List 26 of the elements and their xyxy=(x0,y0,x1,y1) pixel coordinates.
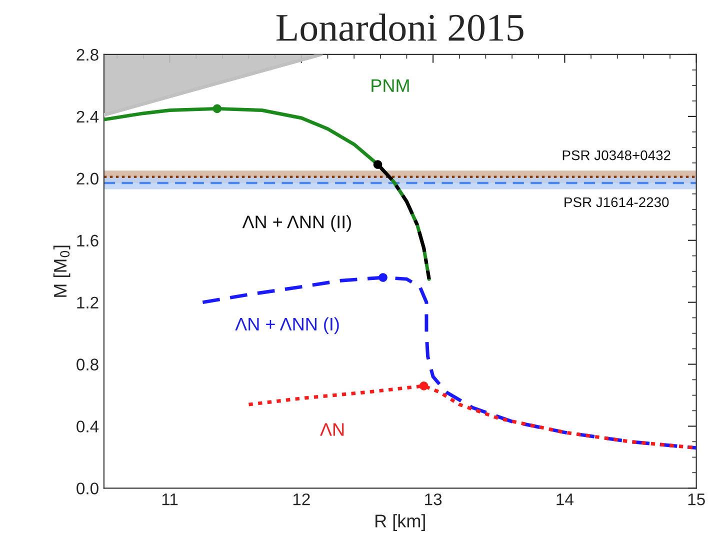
x-tick-label: 15 xyxy=(688,494,705,506)
ref-line-label: PSR J0348+0432 xyxy=(562,150,670,160)
y-tick-label: 1.6 xyxy=(77,234,98,247)
ref-line-label: PSR J1614-2230 xyxy=(564,197,669,208)
point xyxy=(373,160,382,169)
y-tick-label: 0.0 xyxy=(76,482,98,494)
y-tick-label: 0.4 xyxy=(76,420,99,432)
point xyxy=(212,104,222,114)
y-tick-label: 0.8 xyxy=(76,358,98,370)
x-axis-title: R [km] xyxy=(376,514,425,531)
series-label: ΛN + ΛNN (I) xyxy=(235,317,339,334)
y-tick-label: 1.2 xyxy=(77,296,98,308)
x-tick-label: 11 xyxy=(162,494,178,506)
chart-title: Lonardoni 2015 xyxy=(276,14,524,41)
x-tick-label: 12 xyxy=(293,493,310,506)
y-tick-label: 2.4 xyxy=(76,110,99,122)
y-tick-label: 2.8 xyxy=(76,48,98,61)
y-tick-label: 2.0 xyxy=(76,172,98,185)
text: ΛN + ΛNN (II) xyxy=(242,215,351,232)
text: PNM xyxy=(372,79,409,92)
series-label: ΛN xyxy=(320,423,344,436)
x-tick-label: 14 xyxy=(556,494,574,506)
x-tick-label: 13 xyxy=(425,493,442,506)
point xyxy=(378,273,388,282)
y-axis-title: M [M$_{0}$] xyxy=(53,246,70,297)
point xyxy=(419,382,428,390)
